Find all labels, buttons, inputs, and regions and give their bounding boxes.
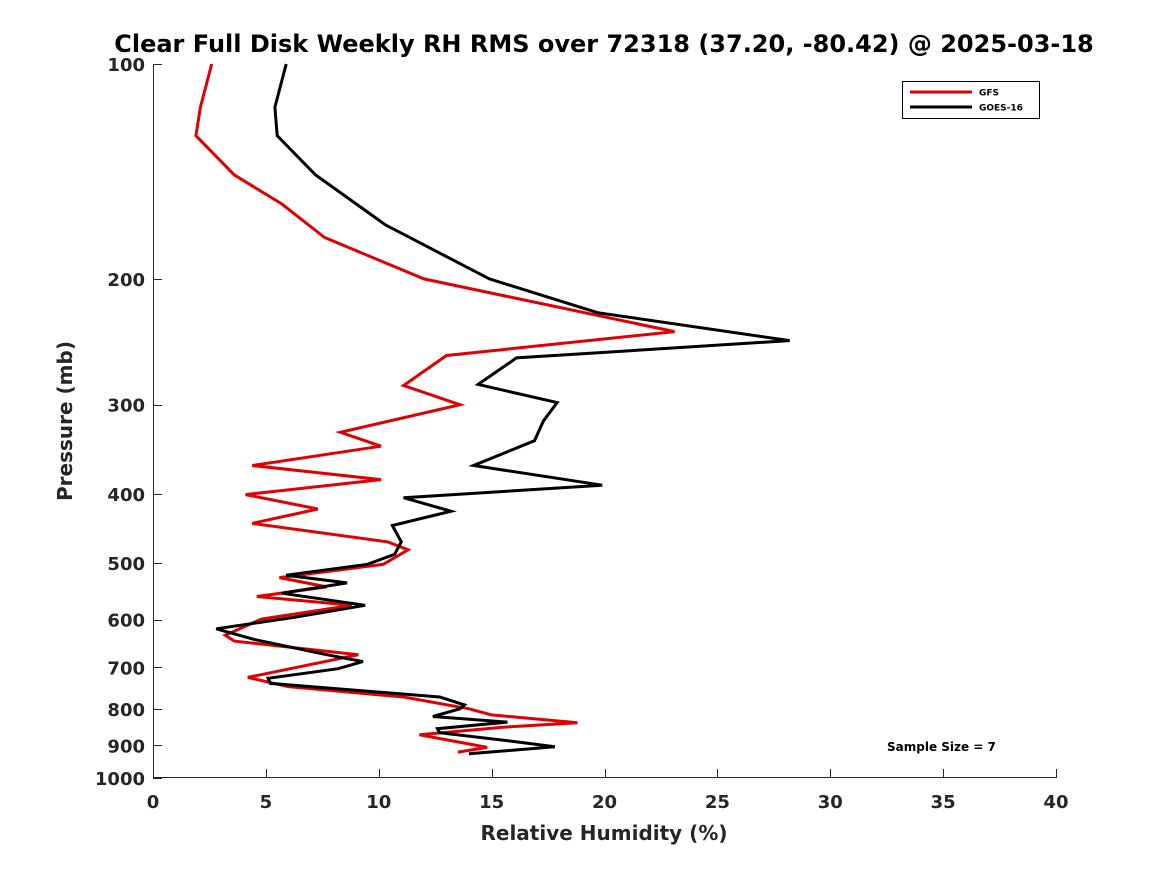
y-tick-label: 500 xyxy=(107,554,145,575)
x-tick-label: 25 xyxy=(705,792,730,813)
series-group xyxy=(194,63,790,756)
y-ticks: 100 200 300 400 500 600 700 800 900 1000 xyxy=(95,55,162,790)
y-tick-label: 700 xyxy=(107,658,145,679)
y-tick-label: 800 xyxy=(107,700,145,721)
y-tick-label: 400 xyxy=(107,485,145,506)
x-tick-label: 35 xyxy=(931,792,956,813)
y-tick-label: 200 xyxy=(107,270,145,291)
y-tick-label: 900 xyxy=(107,736,145,757)
x-tick-label: 20 xyxy=(592,792,617,813)
x-tick-label: 5 xyxy=(260,792,273,813)
legend-label-goes16: GOES-16 xyxy=(979,104,1023,114)
x-axis-label: Relative Humidity (%) xyxy=(480,821,727,845)
legend: GFS GOES-16 xyxy=(902,81,1040,119)
sample-size-annotation: Sample Size = 7 xyxy=(887,740,996,754)
y-tick-label: 100 xyxy=(107,55,145,76)
x-tick-label: 30 xyxy=(818,792,843,813)
x-ticks: 0 5 10 15 20 25 30 35 40 xyxy=(147,769,1069,813)
legend-label-gfs: GFS xyxy=(979,89,999,99)
y-tick-label: 1000 xyxy=(95,769,145,790)
y-axis-label: Pressure (mb) xyxy=(53,341,77,501)
x-tick-label: 40 xyxy=(1043,792,1068,813)
plot-area: 0 5 10 15 20 25 30 35 40 100 200 300 400 500 600 700 80… xyxy=(95,55,1069,813)
series-line-goes16 xyxy=(215,63,790,756)
x-tick-label: 15 xyxy=(479,792,504,813)
series-line-gfs xyxy=(194,63,675,754)
x-tick-label: 10 xyxy=(366,792,391,813)
y-tick-label: 300 xyxy=(107,396,145,417)
x-tick-label: 0 xyxy=(147,792,160,813)
y-tick-label: 600 xyxy=(107,611,145,632)
chart-title: Clear Full Disk Weekly RH RMS over 72318… xyxy=(114,30,1094,58)
legend-box xyxy=(902,81,1040,119)
